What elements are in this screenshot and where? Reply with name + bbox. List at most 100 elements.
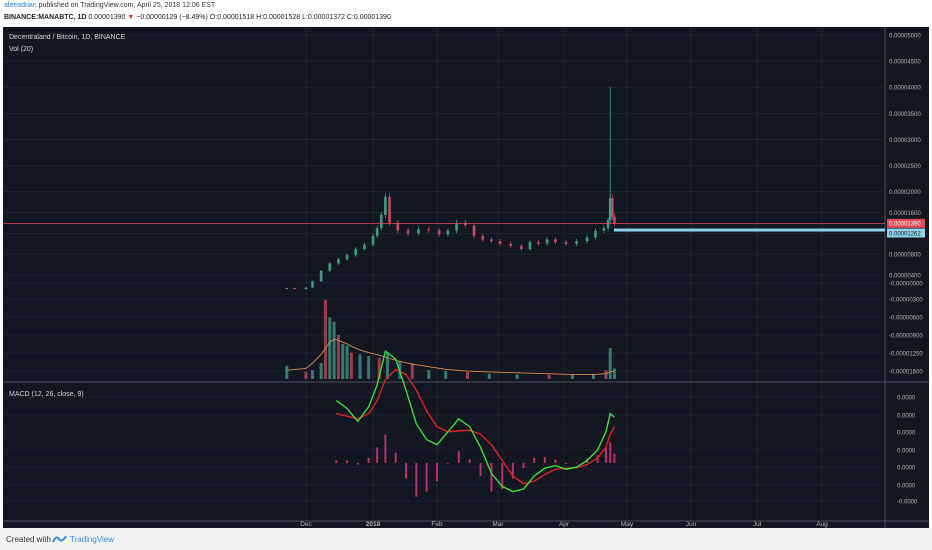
price-candle-body — [396, 222, 400, 231]
price-candle-body — [285, 288, 289, 290]
macd-histogram-bar — [501, 463, 504, 489]
macd-histogram-bar — [613, 453, 616, 463]
volume-bar — [358, 354, 362, 379]
close-value: 0.00001390 — [353, 14, 391, 21]
macd-histogram-bar — [479, 463, 482, 476]
price-candle-body — [311, 281, 314, 288]
macd-histogram-bar — [511, 463, 514, 479]
grid-lines — [3, 27, 929, 528]
price-candle-body — [379, 215, 383, 229]
macd-axis-tick-label: 0.0000 — [897, 431, 916, 437]
price-candle-body — [375, 228, 379, 236]
time-axis-tick-label: Jun — [686, 521, 697, 528]
volume-bar — [608, 348, 612, 379]
horizontal-line-label: 0.00001262 — [889, 231, 921, 237]
price-candle-body — [594, 230, 597, 238]
publish-text: published on TradingView.com, April 25, … — [38, 2, 216, 9]
price-candle-body — [384, 196, 387, 215]
time-axis-tick-label: May — [621, 521, 634, 528]
volume-bar — [466, 371, 469, 379]
price-candle-body — [388, 196, 391, 223]
price-axis-tick-label: 0.00000800 — [889, 253, 921, 259]
volume-bar — [444, 371, 448, 379]
time-axis-tick-label: Apr — [559, 521, 570, 528]
volume-ma-line — [286, 338, 615, 376]
volume-axis-tick-label: -0.00000300 — [889, 298, 923, 304]
macd-axis-tick-label: 0.0000 — [897, 466, 916, 472]
time-axis-tick-label: Mar — [492, 521, 504, 528]
price-candle-body — [446, 230, 450, 235]
price-candle-body — [545, 239, 549, 244]
price-axis-tick-label: 0.00002000 — [889, 190, 921, 196]
price-candle-body — [464, 222, 467, 226]
macd-histogram-bar — [490, 463, 493, 492]
price-candle-body — [585, 237, 589, 242]
price-candle-body — [328, 263, 332, 271]
price-candle-body — [520, 245, 523, 249]
price-axis-tick-label: 0.00003500 — [889, 112, 921, 118]
price-axis-tick-label: 0.00004000 — [889, 86, 921, 92]
price-axis-tick-label: 0.00004500 — [889, 60, 921, 66]
price-candle-body — [345, 255, 349, 260]
price-candle-body — [293, 288, 296, 290]
time-axis-tick-label: Jul — [753, 521, 762, 528]
low-value: 0.00001372 — [307, 14, 345, 21]
volume-axis-tick-label: -0.00000600 — [889, 316, 923, 322]
price-axis-tick-label: 0.00005000 — [889, 34, 921, 40]
macd-histogram-bar — [533, 457, 536, 463]
volume-bar — [570, 374, 574, 379]
last-price: 0.00001390 — [88, 14, 126, 21]
price-axis[interactable]: 0.00005000 0.00004500 0.00004000 0.00003500… — [887, 34, 925, 506]
macd-axis-tick-label: 0.0000 — [897, 396, 916, 402]
volume-bar — [410, 363, 414, 379]
horizontal-line — [614, 228, 885, 232]
price-change: −0.00000129 (−8.49%) — [136, 14, 208, 21]
macd-histogram-bar — [605, 447, 607, 463]
macd-histogram-bar — [425, 463, 428, 492]
time-axis-tick-label: 2018 — [366, 521, 381, 528]
chart-title: Decentraland / Bitcoin, 1D, BINANCE — [9, 34, 126, 41]
price-candle-body — [354, 248, 358, 256]
macd-histogram-bar — [543, 456, 546, 463]
macd-histogram-bar — [522, 463, 525, 469]
time-axis[interactable]: Dec 2018 Feb Mar Apr May Jun Jul Aug — [300, 521, 828, 528]
author-link[interactable]: aleeadrian — [4, 2, 37, 9]
price-candle-body — [427, 229, 431, 231]
price-candle-body — [363, 244, 366, 249]
volume-axis-tick-label: -0.00001250 — [889, 352, 923, 358]
price-axis-tick-label: 0.00002500 — [889, 164, 921, 170]
price-candle-body — [575, 241, 578, 244]
macd-histogram-bar — [405, 463, 408, 479]
time-axis-tick-label: Feb — [431, 521, 443, 528]
macd-histogram-bar — [415, 463, 418, 497]
price-candle-body — [337, 259, 340, 264]
macd-signal-line — [336, 368, 616, 485]
volume-axis-tick-label: -0.00000000 — [889, 282, 923, 288]
volume-bar — [332, 321, 336, 379]
macd-axis-tick-label: -0.0000 — [897, 500, 918, 506]
macd-pane[interactable] — [335, 349, 616, 497]
volume-bar — [349, 352, 353, 379]
price-candle-body — [371, 235, 375, 245]
chart-background — [3, 27, 929, 528]
tradingview-logo-icon[interactable] — [52, 534, 67, 544]
macd-histogram-bar — [436, 463, 438, 482]
last-price-label-box — [887, 218, 925, 228]
macd-axis-tick-label: 0.0000 — [897, 484, 916, 490]
price-candle-body — [472, 225, 476, 236]
price-candle-body — [509, 243, 513, 246]
chart-canvas[interactable]: 0.00005000 0.00004500 0.00004000 0.00003500… — [3, 27, 929, 528]
tradingview-brand[interactable]: TradingView — [70, 535, 115, 544]
price-candle-body — [319, 270, 323, 282]
volume-bar — [604, 370, 608, 379]
price-candle-body — [602, 228, 606, 231]
close-label: C: — [346, 14, 354, 21]
macd-histogram-bar — [446, 463, 449, 464]
macd-histogram-bar — [596, 455, 599, 463]
macd-histogram-bar — [457, 451, 460, 463]
volume-bar — [427, 370, 431, 379]
time-axis-tick-label: Aug — [816, 521, 828, 528]
macd-histogram-bar — [384, 434, 387, 463]
macd-histogram-bar — [335, 460, 338, 463]
price-pane[interactable] — [3, 87, 885, 290]
